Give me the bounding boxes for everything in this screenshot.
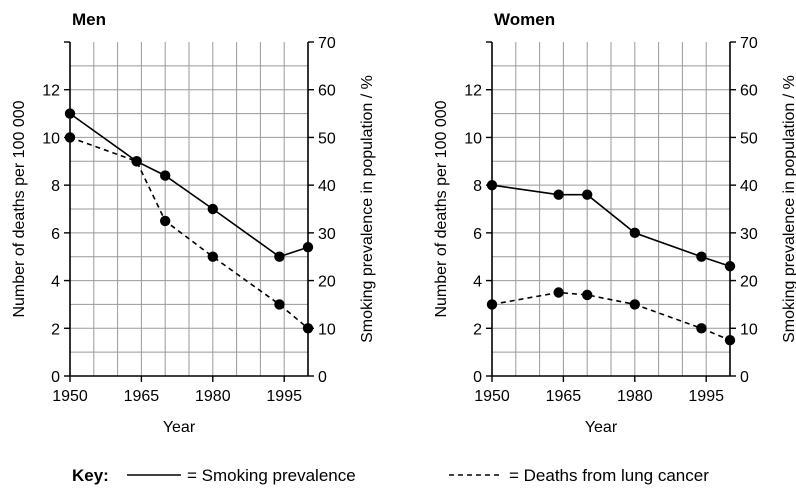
men-chart: Men 0 2 4 6 8 10 12 0 10 20 30 40 50 60 70 1950 1965 1980 1…	[11, 10, 376, 436]
data-point-deaths	[207, 251, 218, 262]
data-point-smoking	[302, 241, 314, 253]
data-point-smoking	[696, 251, 707, 262]
x-tick-label: 1995	[688, 388, 724, 405]
key-label: Key:	[72, 466, 109, 485]
y-left-tick-label: 12	[464, 83, 482, 100]
data-point-smoking	[486, 179, 498, 191]
data-point-deaths	[64, 132, 76, 143]
y-right-tick-label: 10	[740, 321, 758, 338]
y-right-tick-label: 60	[740, 83, 758, 100]
data-point-smoking	[274, 251, 285, 262]
data-point-smoking	[629, 227, 640, 239]
y-right-tick-label: 40	[318, 178, 336, 195]
y-left-tick-label: 6	[51, 226, 60, 243]
x-tick-label: 1995	[266, 388, 302, 405]
y-right-tick-label: 60	[318, 83, 336, 100]
data-point-smoking	[160, 170, 171, 181]
y-right-tick-label: 40	[740, 178, 758, 195]
y-left-tick-label: 6	[473, 226, 482, 243]
data-point-deaths	[274, 299, 285, 310]
y-axis-right-label: Smoking prevalence in population / %	[359, 75, 376, 343]
key-dashed-text: = Deaths from lung cancer	[509, 466, 709, 485]
data-point-smoking	[207, 203, 218, 215]
y-right-tick-label: 10	[318, 321, 336, 338]
data-point-deaths	[160, 215, 171, 227]
data-point-deaths	[629, 299, 640, 310]
y-right-tick-label: 50	[318, 130, 336, 147]
x-axis-label: Year	[585, 419, 618, 436]
panel-title: Women	[494, 10, 555, 29]
y-right-tick-label: 50	[740, 130, 758, 147]
legend-key: Key: = Smoking prevalence = Deaths from …	[72, 466, 709, 485]
data-point-deaths	[302, 323, 314, 334]
data-point-deaths	[486, 299, 498, 310]
data-point-deaths	[696, 323, 707, 334]
y-left-tick-label: 8	[473, 178, 482, 195]
x-tick-label: 1950	[52, 388, 88, 405]
y-left-tick-label: 8	[51, 178, 60, 195]
data-point-deaths	[582, 289, 593, 301]
data-point-deaths	[553, 287, 564, 298]
x-tick-label: 1980	[195, 388, 231, 405]
y-right-tick-label: 70	[740, 35, 758, 52]
x-tick-label: 1965	[124, 388, 160, 405]
y-left-tick-label: 2	[473, 321, 482, 338]
women-chart: Women 0 2 4 6 8 10 12 0 10 20 30 40 50 60 70 1950 1965 198…	[433, 10, 796, 436]
data-point-smoking	[553, 189, 564, 200]
y-left-tick-label: 4	[473, 274, 482, 291]
y-left-tick-label: 2	[51, 321, 60, 338]
y-axis-left-label: Number of deaths per 100 000	[11, 100, 28, 317]
y-axis-left-label: Number of deaths per 100 000	[433, 100, 450, 317]
y-right-tick-label: 70	[318, 35, 336, 52]
y-left-tick-label: 4	[51, 274, 60, 291]
grid	[70, 42, 308, 376]
y-right-tick-label: 20	[740, 274, 758, 291]
x-axis-label: Year	[163, 419, 196, 436]
y-right-tick-label: 0	[740, 369, 749, 386]
panel-title: Men	[72, 10, 106, 29]
y-right-tick-label: 30	[740, 226, 758, 243]
y-right-tick-label: 20	[318, 274, 336, 291]
key-solid-text: = Smoking prevalence	[187, 466, 356, 485]
y-right-tick-label: 30	[318, 226, 336, 243]
series-line-deaths	[69, 136, 309, 329]
x-tick-label: 1950	[474, 388, 510, 405]
data-point-smoking	[724, 261, 736, 272]
y-right-tick-label: 0	[318, 369, 327, 386]
y-left-tick-label: 0	[473, 369, 482, 386]
data-point-smoking	[64, 108, 76, 119]
y-left-tick-label: 10	[464, 130, 482, 147]
data-point-deaths	[131, 156, 142, 167]
y-left-tick-label: 12	[42, 83, 60, 100]
y-left-tick-label: 10	[42, 130, 60, 147]
grid	[492, 42, 730, 376]
y-axis-right-label: Smoking prevalence in population / %	[781, 75, 796, 343]
data-point-smoking	[582, 189, 593, 200]
y-left-tick-label: 0	[51, 369, 60, 386]
x-tick-label: 1980	[617, 388, 653, 405]
x-tick-label: 1965	[546, 388, 582, 405]
data-point-deaths	[724, 335, 736, 346]
